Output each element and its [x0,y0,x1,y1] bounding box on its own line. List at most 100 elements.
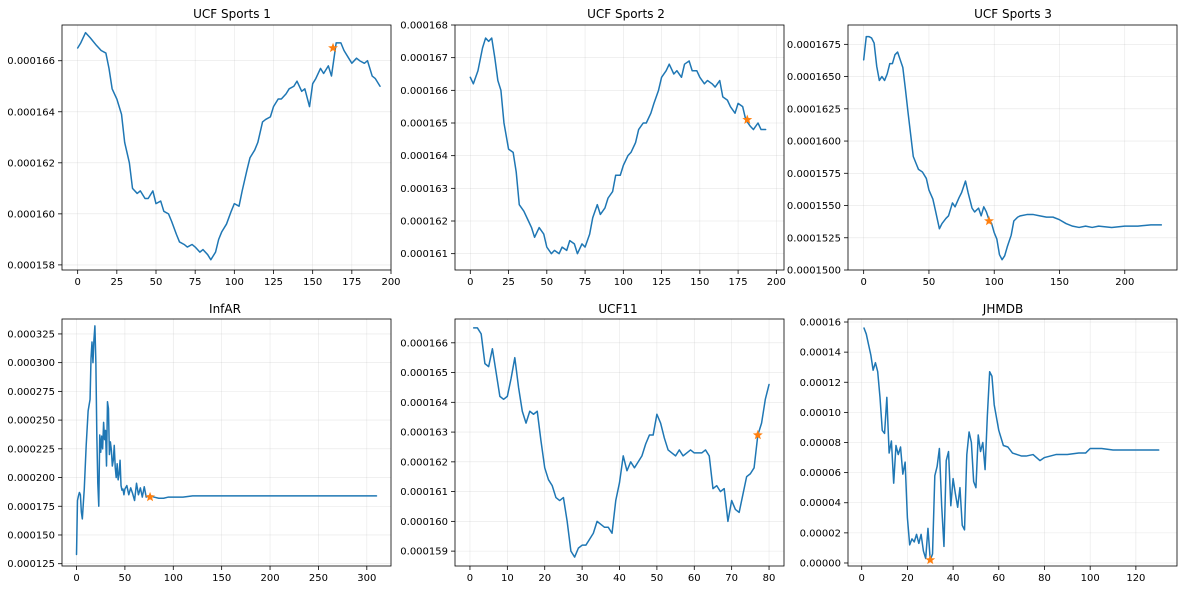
grid [848,319,1177,566]
x-tick-label: 300 [357,573,376,584]
x-tick-label: 75 [579,277,592,288]
subplot-ucf11: UCF11 0 10 20 30 40 50 60 70 80 0.000159 0.000160 0… [400,302,785,584]
subplot-title: UCF Sports 1 [193,7,271,21]
axes-frame [847,24,1178,271]
y-tick-label: 0.000300 [7,358,55,369]
y-tick-label: 0.000175 [7,502,55,513]
y-tick-label: 0.00012 [800,378,841,389]
y-tick-label: 0.000166 [400,338,448,349]
x-tick-label: 200 [1115,277,1134,288]
series-line [472,327,770,558]
x-tick-label: 200 [381,277,400,288]
y-tick-label: 0.0001525 [787,233,841,244]
subplot-title: UCF11 [598,302,637,316]
y-tick-label: 0.0001625 [787,104,841,115]
y-tick-label: 0.000275 [7,387,55,398]
series-line [75,325,378,556]
axes-frame [454,24,785,271]
x-tick-label: 60 [688,573,701,584]
x-tick-label: 0 [74,277,80,288]
x-tick-label: 250 [309,573,328,584]
x-tick-label: 40 [947,573,960,584]
series-line [863,327,1160,561]
x-tick-label: 75 [189,277,202,288]
grid [848,25,1177,271]
y-tick-label: 0.000163 [400,184,448,195]
series-line [76,31,381,261]
y-tick-label: 0.000168 [400,21,448,32]
y-tick-label: 0.000161 [400,249,448,260]
subplot-title: UCF Sports 2 [587,7,665,21]
y-tick-label: 0.000165 [400,368,448,379]
x-tick-label: 60 [992,573,1005,584]
x-tick-label: 20 [538,573,551,584]
x-tick-label: 0 [860,277,866,288]
y-tick-label: 0.000166 [400,86,448,97]
grid [455,319,784,566]
subplot-title: InfAR [209,302,241,316]
x-tick-label: 30 [576,573,589,584]
y-tick-label: 0.000200 [7,473,55,484]
y-tick-label: 0.000167 [400,53,448,64]
x-tick-label: 150 [303,277,322,288]
y-tick-label: 0.000161 [400,487,448,498]
y-tick-label: 0.00004 [800,498,841,509]
x-tick-label: 100 [614,277,633,288]
x-tick-label: 150 [1050,277,1069,288]
x-tick-label: 80 [763,573,776,584]
x-tick-label: 40 [613,573,626,584]
x-tick-label: 150 [212,573,231,584]
y-tick-label: 0.000150 [7,530,55,541]
x-tick-label: 200 [260,573,279,584]
y-tick-label: 0.000158 [7,260,55,271]
subplot-ucf-sports-1: UCF Sports 1 0 25 50 75 100 125 150 175 200 0.000… [7,7,400,288]
x-tick-label: 100 [164,573,183,584]
y-tick-label: 0.000164 [400,151,448,162]
x-tick-label: 200 [767,277,786,288]
x-tick-label: 50 [119,573,132,584]
axes-frame [61,318,392,567]
y-tick-label: 0.000160 [400,517,448,528]
y-tick-label: 0.000164 [7,107,55,118]
subplot-title: UCF Sports 3 [974,7,1052,21]
y-tick-label: 0.000125 [7,559,55,570]
y-tick-label: 0.0001600 [787,137,841,148]
y-tick-label: 0.00016 [800,318,841,329]
y-tick-label: 0.0001550 [787,201,841,212]
y-tick-label: 0.00014 [800,348,841,359]
star-marker [984,215,994,226]
x-tick-label: 10 [501,573,514,584]
x-tick-label: 25 [502,277,515,288]
y-tick-label: 0.000162 [400,457,448,468]
subplot-jhmdb: JHMDB 0 20 40 60 80 100 120 0.00000 0.00002 0.000… [800,302,1178,584]
y-tick-label: 0.00010 [800,408,841,419]
x-tick-label: 50 [651,573,664,584]
x-tick-label: 0 [859,573,865,584]
y-tick-label: 0.000160 [7,209,55,220]
series-line [469,37,767,255]
star-marker [742,114,753,124]
y-tick-label: 0.000163 [400,428,448,439]
x-tick-label: 175 [729,277,748,288]
y-tick-label: 0.000325 [7,329,55,340]
y-tick-label: 0.000166 [7,56,55,67]
y-tick-label: 0.000225 [7,444,55,455]
axes-frame [61,24,392,271]
y-tick-label: 0.000164 [400,398,448,409]
x-tick-label: 120 [1126,573,1145,584]
x-tick-label: 50 [923,277,936,288]
x-tick-label: 20 [901,573,914,584]
y-tick-label: 0.00002 [800,528,841,539]
y-tick-label: 0.00008 [800,438,841,449]
y-tick-label: 0.000250 [7,416,55,427]
subplot-title: JHMDB [982,302,1023,316]
x-tick-label: 125 [652,277,671,288]
y-tick-label: 0.0001500 [787,266,841,277]
y-tick-label: 0.0001650 [787,72,841,83]
x-tick-label: 50 [150,277,163,288]
x-tick-label: 125 [264,277,283,288]
y-tick-label: 0.000165 [400,119,448,130]
x-tick-label: 100 [1081,573,1100,584]
y-tick-label: 0.00000 [800,558,841,569]
